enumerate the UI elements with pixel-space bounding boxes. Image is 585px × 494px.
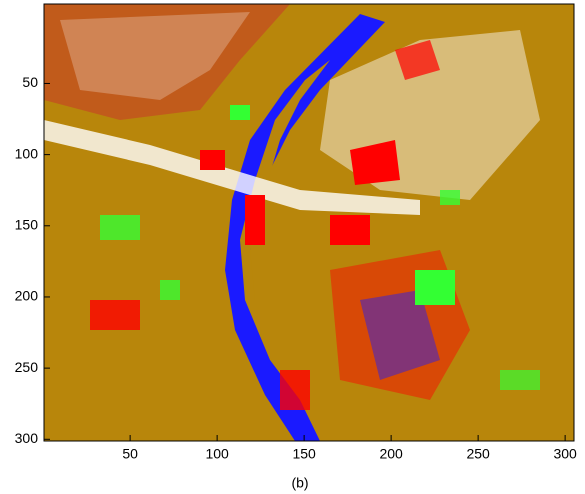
caption: (b) [291, 475, 308, 491]
page: (b) 50 100 150 200 250 300 50 100 150 200 250 300 (… [0, 0, 585, 494]
x-tick-label: 100 [205, 446, 229, 462]
x-tick-label: 250 [466, 446, 490, 462]
classification-image [44, 4, 574, 441]
y-tick-label: 200 [15, 288, 39, 304]
x-tick-label: 200 [379, 446, 403, 462]
y-tick-label: 300 [15, 430, 39, 446]
x-tick-label: 300 [553, 446, 577, 462]
chart: (b) 50 100 150 200 250 300 50 100 150 200 250 300 [0, 0, 585, 494]
y-tick-label: 100 [15, 145, 39, 161]
y-tick-label: 250 [15, 359, 39, 375]
x-tick-label: 150 [292, 446, 316, 462]
y-tick-label: 50 [22, 74, 38, 90]
x-tick-label: 50 [122, 446, 138, 462]
y-tick-label: 150 [15, 216, 39, 232]
